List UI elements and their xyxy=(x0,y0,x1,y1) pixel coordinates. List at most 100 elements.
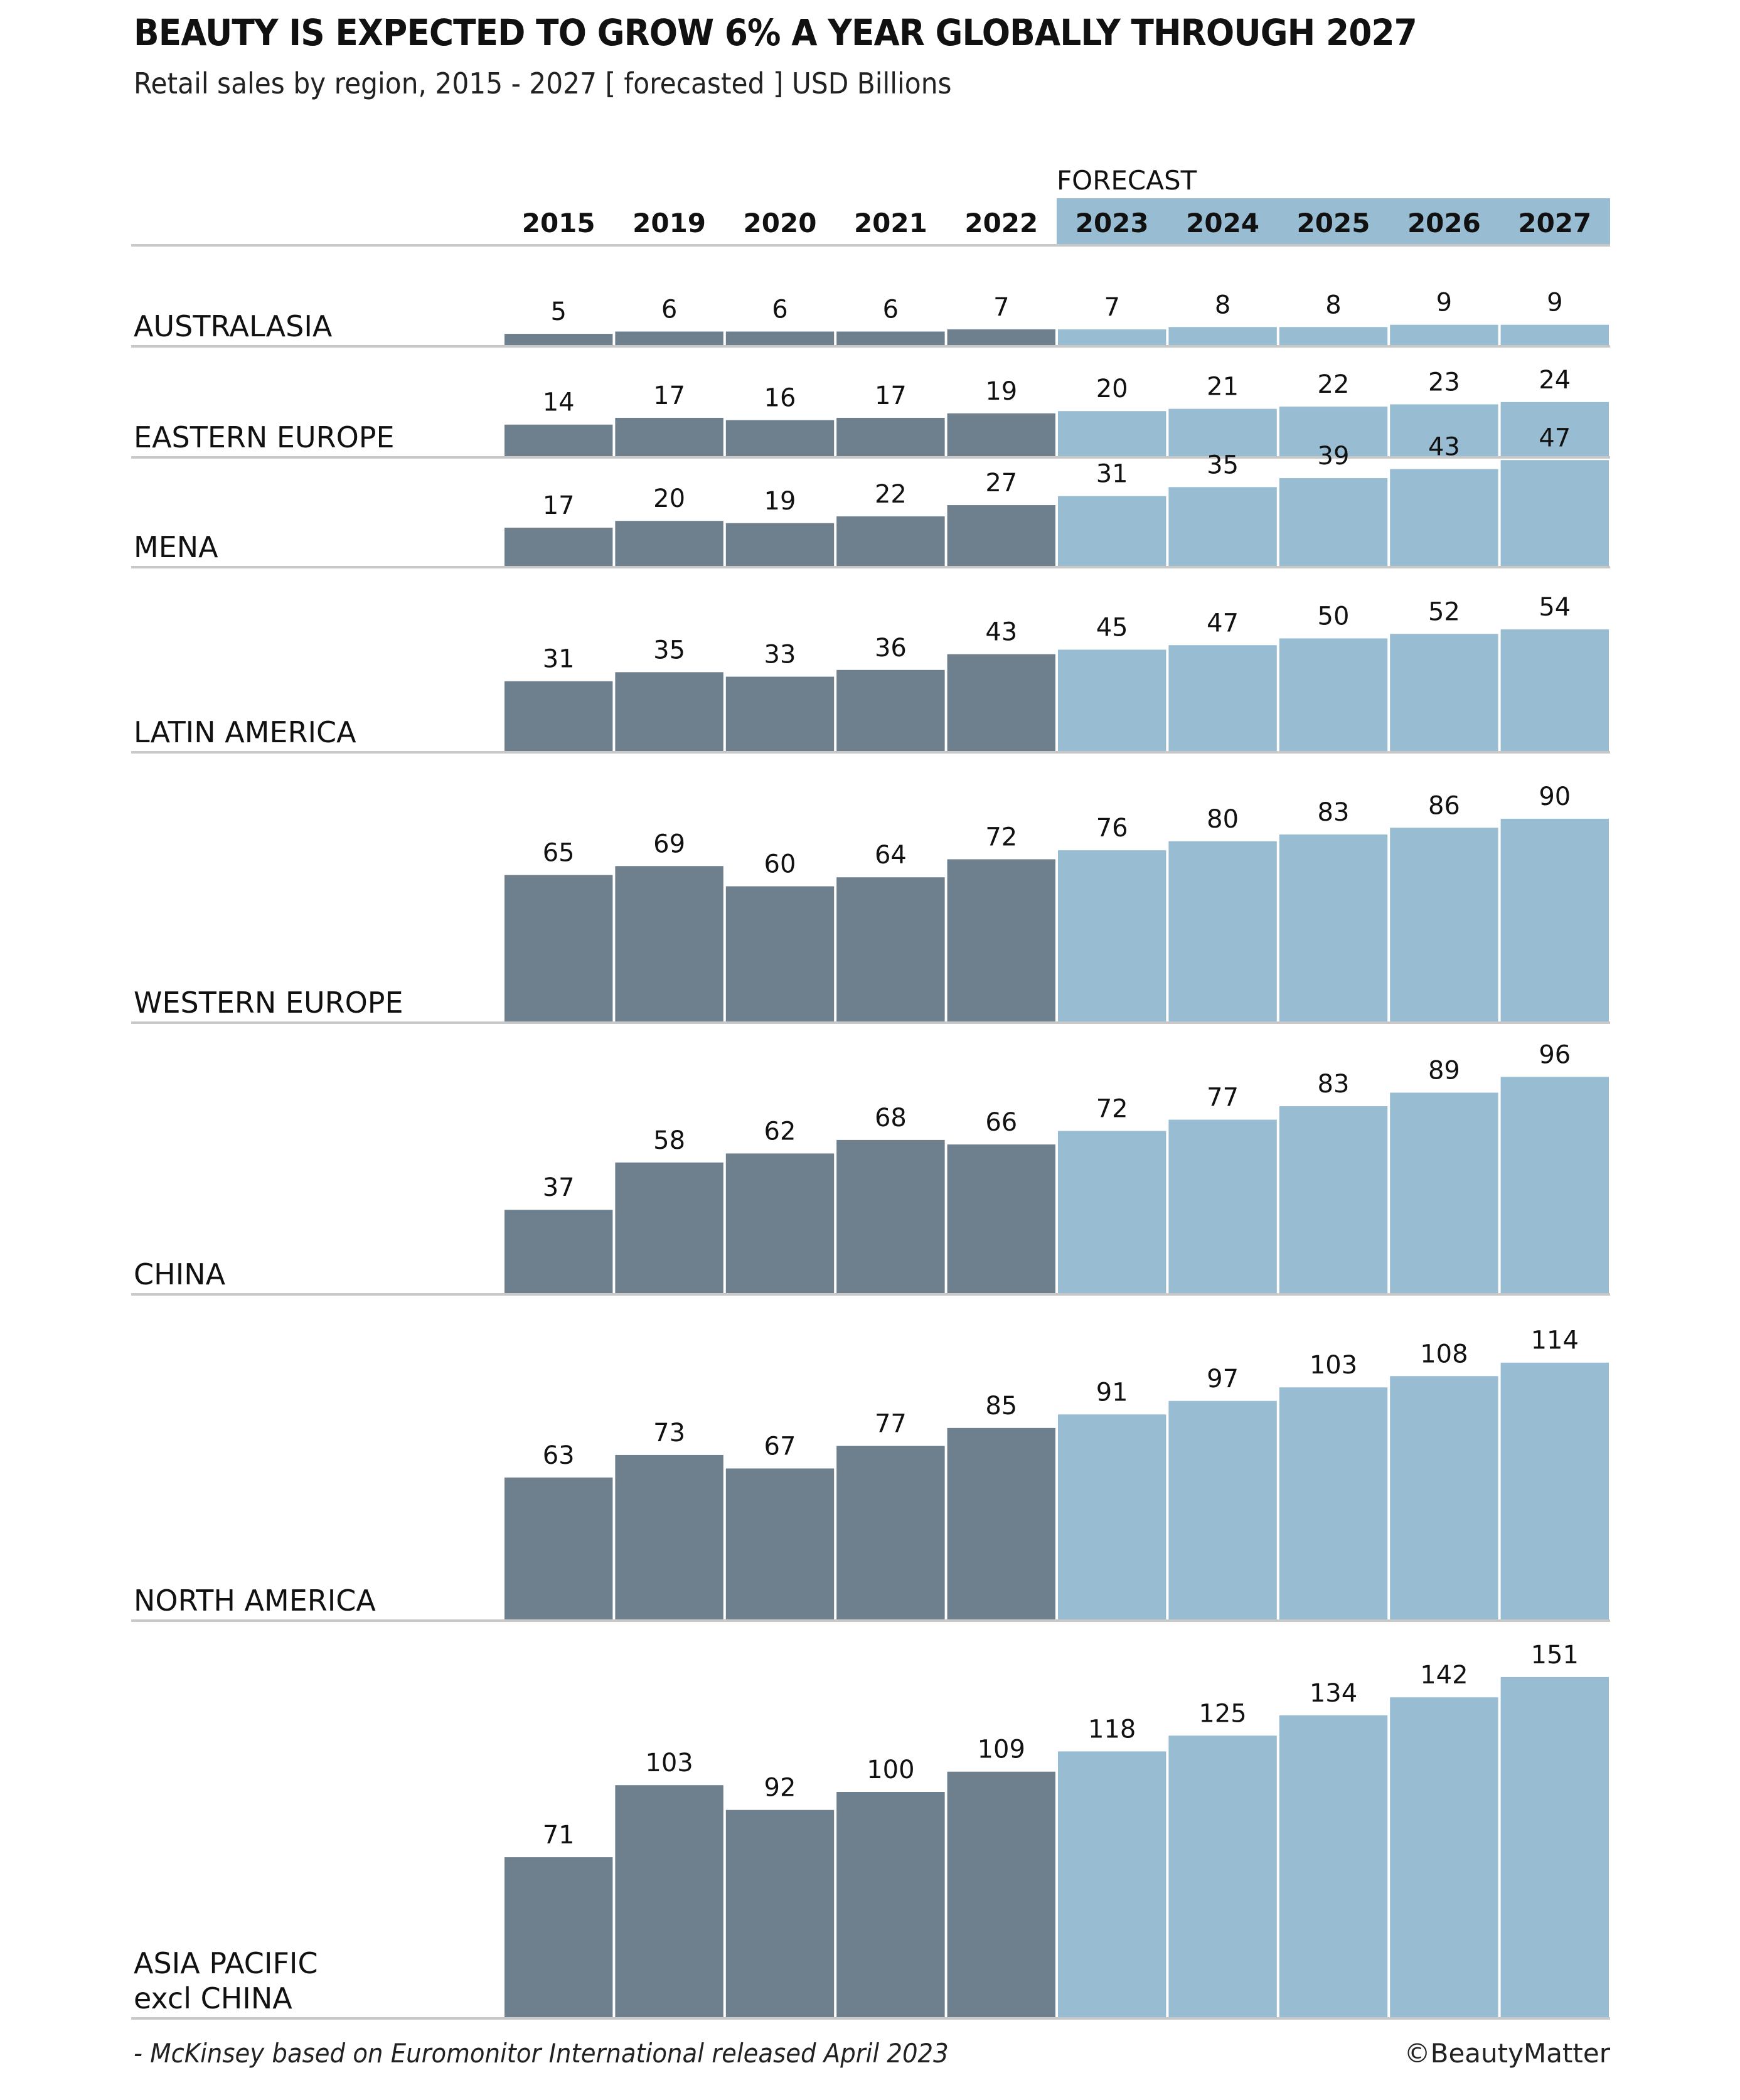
bar xyxy=(615,1454,723,1619)
data-label: 52 xyxy=(1428,597,1460,626)
data-label: 118 xyxy=(1088,1715,1136,1744)
data-label: 142 xyxy=(1420,1661,1468,1690)
bar xyxy=(1168,1119,1277,1293)
bar xyxy=(947,1771,1055,2017)
bar xyxy=(1500,1077,1609,1293)
bar xyxy=(504,681,613,751)
chart-subtitle: Retail sales by region, 2015 - 2027 [ fo… xyxy=(134,67,952,100)
bar xyxy=(504,334,613,345)
data-label: 7 xyxy=(1104,293,1119,322)
bar xyxy=(1500,460,1609,566)
bar xyxy=(1168,327,1277,345)
data-label: 64 xyxy=(875,841,907,870)
data-label: 21 xyxy=(1207,373,1239,402)
data-label: 114 xyxy=(1531,1326,1579,1355)
bar xyxy=(1168,645,1277,751)
data-label: 86 xyxy=(1428,791,1460,820)
bar xyxy=(947,413,1055,456)
bar xyxy=(1058,1751,1166,2017)
bar xyxy=(725,676,835,751)
data-label: 83 xyxy=(1318,1070,1350,1099)
bar xyxy=(836,669,945,751)
bar xyxy=(615,1162,723,1293)
bar xyxy=(725,420,835,456)
bar xyxy=(836,1139,945,1293)
data-label: 151 xyxy=(1531,1641,1579,1670)
data-label: 83 xyxy=(1318,798,1350,827)
x-tick-label: 2020 xyxy=(744,208,817,238)
data-label: 6 xyxy=(772,295,787,324)
data-label: 36 xyxy=(875,634,907,663)
data-label: 97 xyxy=(1207,1365,1239,1394)
bar xyxy=(1390,1697,1498,2017)
bar xyxy=(947,1144,1055,1293)
region-label: ASIA PACIFIC xyxy=(134,1946,318,1980)
forecast-header-band xyxy=(1057,198,1610,245)
data-label: 35 xyxy=(1207,450,1239,479)
region-label: WESTERN EUROPE xyxy=(134,986,403,1020)
data-label: 7 xyxy=(993,293,1009,322)
bar xyxy=(947,329,1055,345)
bar xyxy=(615,521,723,566)
bar xyxy=(947,859,1055,1021)
x-tick-label: 2021 xyxy=(854,208,927,238)
data-label: 17 xyxy=(875,381,907,410)
bar xyxy=(1500,324,1609,345)
data-label: 17 xyxy=(543,491,575,520)
bar xyxy=(1500,1362,1609,1619)
bar xyxy=(1390,404,1498,456)
data-label: 9 xyxy=(1436,289,1452,317)
data-label: 65 xyxy=(543,839,575,868)
bar xyxy=(504,1210,613,1293)
bar xyxy=(725,1153,835,1293)
data-label: 47 xyxy=(1539,424,1571,452)
region-label: LATIN AMERICA xyxy=(134,715,356,749)
data-label: 39 xyxy=(1318,442,1350,471)
data-label: 9 xyxy=(1547,289,1562,317)
data-label: 89 xyxy=(1428,1056,1460,1085)
data-label: 43 xyxy=(985,618,1017,647)
data-label: 85 xyxy=(985,1392,1017,1420)
data-label: 31 xyxy=(1096,460,1128,489)
bar xyxy=(725,1468,835,1619)
bar xyxy=(1500,1676,1609,2017)
data-label: 47 xyxy=(1207,609,1239,637)
x-tick-label: 2027 xyxy=(1518,208,1591,238)
data-label: 31 xyxy=(543,645,575,674)
data-label: 14 xyxy=(543,388,575,417)
x-tick-label: 2015 xyxy=(522,208,595,238)
data-label: 22 xyxy=(875,480,907,509)
data-label: 100 xyxy=(867,1756,914,1784)
bar xyxy=(1058,850,1166,1021)
region-label: AUSTRALASIA xyxy=(134,309,333,343)
bar xyxy=(504,1857,613,2017)
bar xyxy=(725,331,835,345)
data-label: 20 xyxy=(1096,375,1128,403)
data-label: 6 xyxy=(661,295,677,324)
region-label: MENA xyxy=(134,530,218,564)
bar xyxy=(725,886,835,1021)
data-label: 72 xyxy=(985,823,1017,852)
data-label: 134 xyxy=(1310,1679,1357,1708)
data-label: 103 xyxy=(645,1749,693,1778)
bar xyxy=(1168,841,1277,1021)
forecast-label: FORECAST xyxy=(1057,165,1197,196)
bar xyxy=(1500,818,1609,1021)
bar xyxy=(1390,634,1498,751)
bar xyxy=(1058,496,1166,566)
bar xyxy=(1279,407,1388,456)
data-label: 43 xyxy=(1428,433,1460,462)
data-label: 60 xyxy=(764,850,796,879)
x-tick-label: 2024 xyxy=(1186,208,1259,238)
bar xyxy=(1390,1092,1498,1293)
data-label: 19 xyxy=(764,487,796,516)
bar xyxy=(1390,469,1498,566)
bar xyxy=(1390,324,1498,345)
data-label: 109 xyxy=(978,1735,1025,1764)
data-label: 16 xyxy=(764,384,796,413)
data-label: 54 xyxy=(1539,593,1571,622)
data-label: 69 xyxy=(653,829,685,858)
data-label: 17 xyxy=(653,381,685,410)
bar xyxy=(1168,1735,1277,2017)
